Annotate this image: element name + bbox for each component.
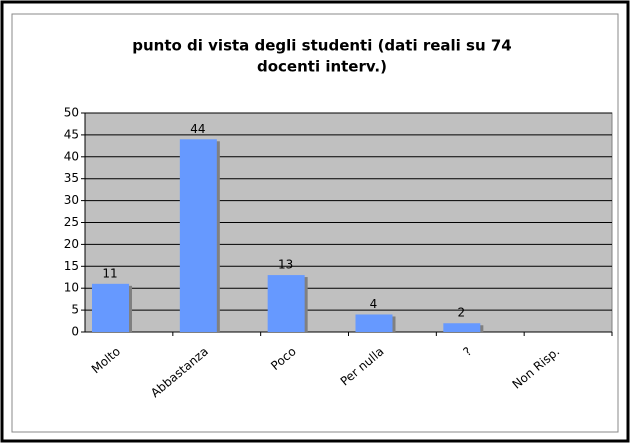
chart-title: punto di vista degli studenti (dati real… bbox=[132, 37, 511, 55]
y-tick-label: 45 bbox=[64, 127, 79, 141]
chart-title: docenti interv.) bbox=[257, 58, 387, 76]
y-tick-label: 10 bbox=[64, 281, 79, 295]
y-tick-label: 40 bbox=[64, 149, 79, 163]
y-tick-label: 50 bbox=[64, 106, 79, 120]
y-tick-label: 30 bbox=[64, 193, 79, 207]
y-tick-label: 5 bbox=[71, 303, 79, 317]
y-tick-label: 15 bbox=[64, 259, 79, 273]
data-label: 4 bbox=[370, 297, 378, 311]
bar bbox=[443, 323, 481, 332]
bar bbox=[179, 139, 217, 332]
bar bbox=[92, 283, 129, 332]
data-label: 2 bbox=[458, 306, 466, 320]
data-label: 44 bbox=[190, 122, 205, 136]
y-tick-label: 0 bbox=[71, 325, 79, 339]
y-tick-label: 20 bbox=[64, 237, 79, 251]
data-label: 13 bbox=[278, 258, 293, 272]
data-label: 11 bbox=[102, 266, 117, 280]
bar bbox=[267, 275, 305, 332]
bar bbox=[355, 314, 393, 332]
y-tick-label: 35 bbox=[64, 171, 79, 185]
y-tick-label: 25 bbox=[64, 215, 79, 229]
